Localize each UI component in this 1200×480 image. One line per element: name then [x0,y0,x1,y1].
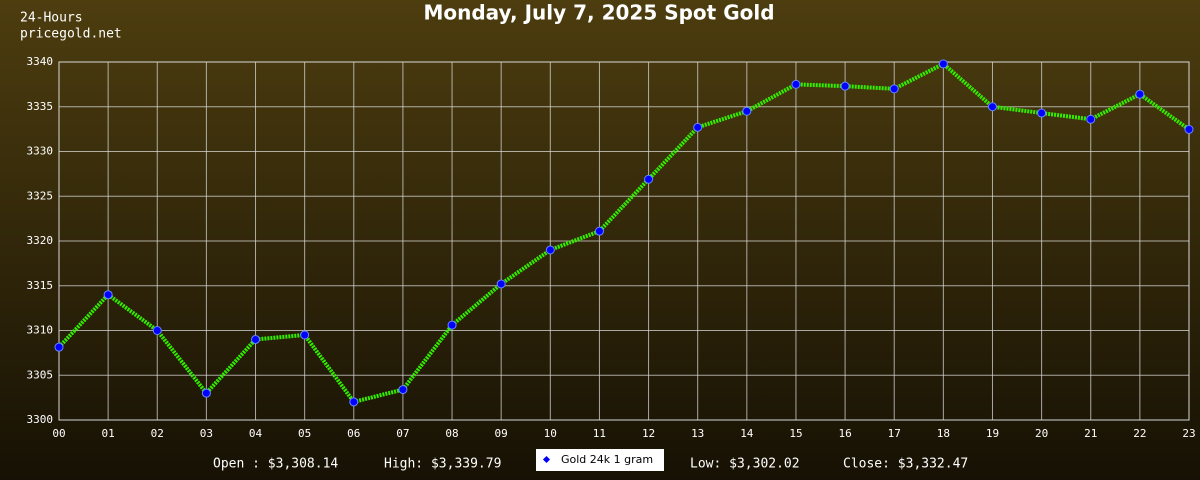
x-tick-label: 01 [102,427,115,440]
x-tick-label: 16 [838,427,851,440]
data-point [594,226,604,236]
y-tick-label: 3315 [27,279,54,292]
corner-label: 24-Hours [20,11,83,26]
x-tick-label: 14 [740,427,754,440]
y-tick-label: 3330 [27,145,54,158]
y-tick-label: 3320 [27,234,54,247]
x-tick-label: 03 [200,427,213,440]
x-tick-label: 20 [1035,427,1048,440]
data-point [152,326,162,335]
x-tick-label: 18 [937,427,950,440]
summary-text: Open : $3,308.14 [213,457,338,472]
data-point [791,79,801,89]
data-point [840,81,850,91]
summary-text: Low: $3,302.02 [690,457,800,472]
chart-title: Monday, July 7, 2025 Spot Gold [423,1,774,25]
y-tick-label: 3340 [27,55,54,68]
data-point [103,290,113,300]
series-line [57,61,1191,405]
legend-marker [542,455,551,464]
corner-label: pricegold.net [20,27,122,42]
x-tick-label: 00 [52,427,65,440]
data-point [201,388,211,398]
data-point [447,320,457,330]
x-tick-label: 02 [151,427,164,440]
data-point [545,245,555,255]
data-point [889,84,899,94]
x-tick-label: 08 [445,427,458,440]
x-tick-label: 09 [495,427,508,440]
data-point [496,279,506,289]
summary-text: High: $3,339.79 [384,457,501,472]
data-point [1086,114,1096,124]
y-tick-label: 3325 [27,189,54,202]
legend-box [536,449,664,471]
data-point [938,59,948,69]
x-tick-label: 23 [1182,427,1195,440]
x-tick-label: 10 [544,427,557,440]
data-point [644,174,654,184]
data-point [742,106,752,116]
data-point [987,102,997,112]
data-point [251,334,261,344]
data-point [1184,124,1194,134]
legend-label: Gold 24k 1 gram [561,453,653,466]
x-tick-label: 11 [593,427,606,440]
summary-text: Close: $3,332.47 [843,457,968,472]
y-tick-label: 3300 [27,413,54,426]
x-tick-label: 15 [789,427,802,440]
data-point [398,385,408,395]
x-tick-label: 17 [888,427,901,440]
data-point [349,397,359,407]
data-point [1037,108,1047,118]
x-tick-label: 05 [298,427,311,440]
x-tick-label: 22 [1133,427,1146,440]
data-point [693,122,703,132]
x-tick-label: 06 [347,427,360,440]
x-tick-label: 19 [986,427,999,440]
y-tick-label: 3305 [27,368,54,381]
x-tick-label: 13 [691,427,704,440]
data-point [54,342,64,352]
x-tick-label: 12 [642,427,655,440]
x-tick-label: 21 [1084,427,1097,440]
data-point [1135,89,1145,99]
y-tick-label: 3335 [27,100,54,113]
data-point [300,330,310,340]
y-tick-label: 3310 [27,324,54,337]
x-tick-label: 04 [249,427,263,440]
x-tick-label: 07 [396,427,409,440]
